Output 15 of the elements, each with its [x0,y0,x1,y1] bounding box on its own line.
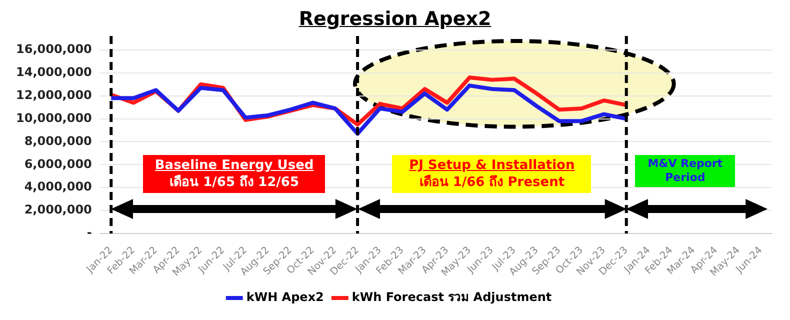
y-tick-label: 4,000,000 [24,180,92,194]
y-tick-label: 6,000,000 [24,156,92,171]
y-tick-label: - [86,226,92,240]
annotation: PJ Setup & Installation เดือน 1/66 ถึง Present [392,156,592,191]
legend-label: kWH Apex2 [246,290,324,304]
y-tick-label: 10,000,000 [16,110,92,125]
y-tick-label: 2,000,000 [24,202,92,217]
y-tick-label: 14,000,000 [16,65,92,80]
legend-label: kWh Forecast รวม Adjustment [352,290,552,304]
chart-title: Regression Apex2 [298,8,492,32]
y-tick-label: 16,000,000 [16,42,92,56]
annotation: Baseline Energy Used เดือน 1/65 ถึง 12/65 [143,156,326,191]
y-tick-label: 8,000,000 [24,134,92,148]
y-tick-label: 12,000,000 [16,88,92,102]
annotation: M&V Report Period [635,156,736,185]
